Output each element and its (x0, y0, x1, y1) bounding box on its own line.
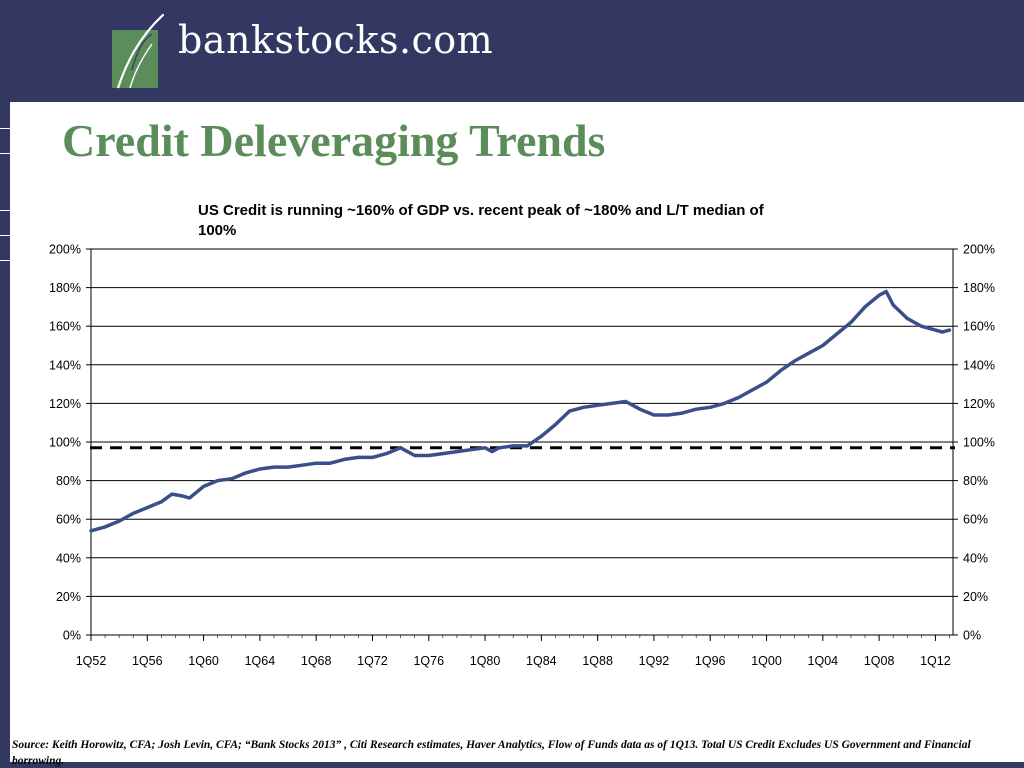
x-tick-label: 1Q00 (751, 654, 782, 668)
leaf-logo-icon (112, 14, 164, 89)
y-tick-label-right: 100% (963, 436, 995, 450)
margin-tick (0, 210, 22, 211)
y-tick-label: 20% (56, 590, 81, 604)
margin-tick (0, 235, 22, 236)
margin-tick (0, 128, 22, 129)
x-tick-label: 1Q60 (188, 654, 219, 668)
y-tick-label: 140% (49, 358, 81, 372)
y-tick-label: 160% (49, 320, 81, 334)
y-tick-label: 100% (49, 436, 81, 450)
header-bar: bankstocks.com (0, 0, 1024, 102)
y-tick-label-right: 20% (963, 590, 988, 604)
tick-labels: 0% 0% 20% 20% 40% 40% 60% 60% 80% 80% 100% 100% 120%… (49, 243, 995, 669)
y-tick-label: 40% (56, 551, 81, 565)
y-tick-label-right: 200% (963, 243, 995, 257)
x-tick-label: 1Q64 (245, 654, 276, 668)
y-tick-label-right: 120% (963, 397, 995, 411)
page-title: Credit Deleveraging Trends (62, 115, 606, 166)
y-tick-label-right: 140% (963, 358, 995, 372)
y-tick-label-right: 80% (963, 474, 988, 488)
margin-tick (0, 260, 22, 261)
x-tick-label: 1Q88 (582, 654, 613, 668)
y-tick-label-right: 60% (963, 513, 988, 527)
x-tick-label: 1Q84 (526, 654, 557, 668)
margin-tick (0, 153, 22, 154)
x-tick-label: 1Q92 (639, 654, 670, 668)
slide-content (10, 102, 1024, 762)
y-tick-label: 0% (63, 629, 81, 643)
source-note: Source: Keith Horowitz, CFA; Josh Levin,… (12, 739, 971, 767)
y-tick-label: 80% (56, 474, 81, 488)
y-tick-label-right: 180% (963, 281, 995, 295)
y-tick-label: 180% (49, 281, 81, 295)
y-tick-label: 120% (49, 397, 81, 411)
series (89, 289, 952, 533)
x-tick-label: 1Q80 (470, 654, 501, 668)
gridlines (91, 248, 953, 597)
y-tick-label: 200% (49, 243, 81, 257)
x-tick-label: 1Q56 (132, 654, 163, 668)
credit-to-gdp-line (89, 289, 952, 533)
y-tick-label-right: 160% (963, 320, 995, 334)
x-tick-label: 1Q68 (301, 654, 332, 668)
chart-caption: US Credit is running ~160% of GDP vs. re… (198, 202, 764, 239)
y-tick-label-right: 40% (963, 551, 988, 565)
x-tick-label: 1Q52 (76, 654, 107, 668)
x-tick-label: 1Q76 (413, 654, 444, 668)
y-tick-label: 60% (56, 513, 81, 527)
y-tick-label-right: 0% (963, 629, 981, 643)
axes (86, 248, 958, 641)
x-tick-label: 1Q96 (695, 654, 726, 668)
x-tick-label: 1Q08 (864, 654, 895, 668)
x-tick-label: 1Q72 (357, 654, 388, 668)
brand-name: bankstocks.com (178, 18, 494, 62)
x-tick-label: 1Q04 (808, 654, 839, 668)
x-tick-label: 1Q12 (920, 654, 951, 668)
